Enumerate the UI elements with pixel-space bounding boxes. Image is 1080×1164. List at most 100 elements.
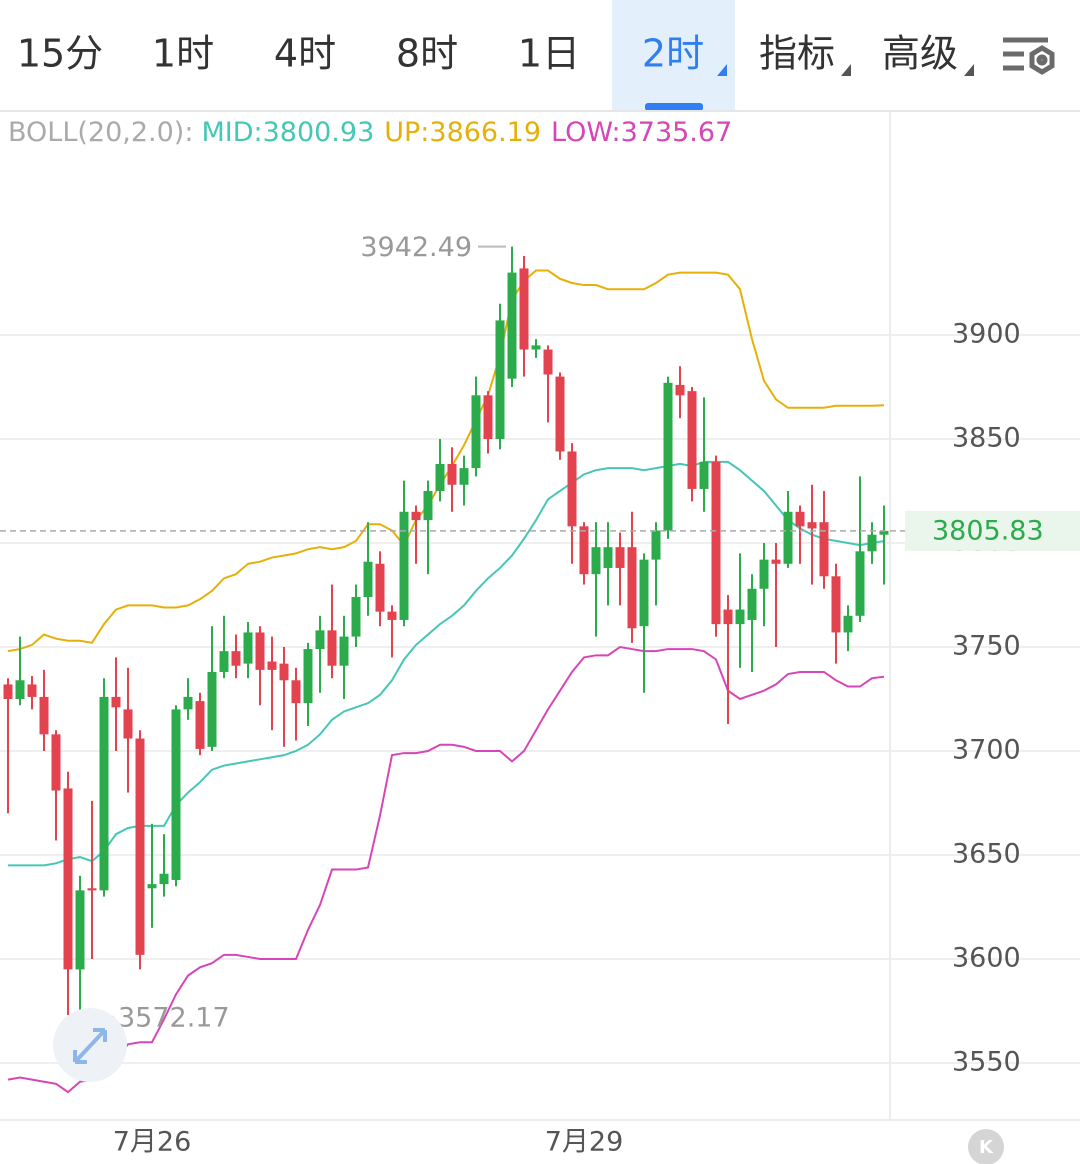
- max-label: 3942.49: [360, 232, 472, 263]
- tab[interactable]: 高级: [882, 32, 974, 77]
- candle-body: [879, 530, 889, 535]
- price-tag-bg: [905, 510, 1080, 551]
- candle-body: [747, 588, 757, 620]
- indicator-name: BOLL(20,2.0):: [8, 117, 193, 148]
- candle-body: [15, 680, 25, 699]
- y-tick-label: 3600: [952, 943, 1021, 974]
- candle-body: [135, 738, 145, 955]
- candle-body: [351, 597, 361, 637]
- candle-body: [267, 661, 277, 670]
- candle-body: [339, 636, 349, 666]
- candle-body: [483, 395, 493, 439]
- candle-body: [579, 526, 589, 575]
- candle-body: [183, 696, 193, 710]
- button-circle: [968, 1129, 1004, 1164]
- candle-body: [531, 345, 541, 350]
- bands: [7, 269, 885, 1094]
- candle-body: [147, 884, 157, 889]
- k-button[interactable]: K: [968, 1129, 1004, 1164]
- x-tick-label: 7月29: [545, 1127, 624, 1158]
- candle-body: [819, 522, 829, 577]
- candle-body: [111, 696, 121, 708]
- candle-body: [375, 563, 385, 612]
- icon-hex: [1029, 45, 1055, 75]
- tab[interactable]: 1时: [152, 32, 214, 76]
- candle-body: [171, 709, 181, 880]
- candle-body: [507, 272, 517, 379]
- tab-label: 1时: [152, 32, 214, 76]
- y-tick-label: 3650: [952, 838, 1021, 869]
- candle-body: [735, 609, 745, 625]
- candle-body: [555, 376, 565, 452]
- settings-icon[interactable]: [1003, 37, 1055, 75]
- candle-body: [219, 651, 229, 672]
- candle-body: [639, 559, 649, 627]
- candle-body: [495, 320, 505, 439]
- tab-active-bg: [612, 0, 735, 111]
- y-tick-label: 3900: [952, 318, 1021, 349]
- tab[interactable]: 1日: [518, 32, 580, 76]
- tab[interactable]: 2时: [612, 0, 735, 111]
- tab-label: 2时: [642, 32, 704, 76]
- candle-body: [627, 547, 637, 629]
- dropdown-caret: [717, 64, 727, 76]
- tab[interactable]: 指标: [759, 32, 851, 77]
- candle-body: [795, 511, 805, 527]
- candle-body: [771, 559, 781, 564]
- expand-button[interactable]: [53, 1008, 127, 1082]
- candle-body: [687, 391, 697, 489]
- candle-body: [567, 451, 577, 527]
- candle-body: [51, 734, 61, 791]
- candle-body: [75, 890, 85, 970]
- candle-body: [435, 463, 445, 491]
- tab-bar: 15分 1时 4时 8时 1日 2时 指标 高级: [17, 0, 974, 111]
- dropdown-caret: [841, 64, 851, 76]
- tab-label: 1日: [518, 32, 580, 76]
- tab[interactable]: 15分: [17, 32, 103, 76]
- candle-body: [711, 461, 721, 625]
- candle-body: [279, 663, 289, 681]
- tab-label: 高级: [882, 32, 958, 76]
- candle-body: [207, 671, 217, 747]
- candle-body: [723, 609, 733, 625]
- price-tag: 3805.83: [932, 515, 1044, 546]
- candle-body: [831, 576, 841, 633]
- tab[interactable]: 8时: [396, 32, 458, 76]
- tab[interactable]: 4时: [274, 32, 336, 76]
- candle-body: [99, 696, 109, 891]
- candle-body: [423, 490, 433, 521]
- candle-body: [867, 534, 877, 552]
- candle-body: [651, 530, 661, 560]
- legend-value: 3735.67: [621, 117, 733, 148]
- candle-body: [399, 511, 409, 620]
- tab-label: 8时: [396, 32, 458, 76]
- tab-indicator: [645, 103, 703, 111]
- band-line: [7, 645, 885, 1094]
- candle-body: [759, 559, 769, 589]
- band-line: [7, 269, 885, 653]
- candle-body: [87, 888, 97, 891]
- candle-body: [327, 630, 337, 666]
- candle-body: [243, 632, 253, 664]
- candle-body: [591, 547, 601, 575]
- indicator-legend: BOLL(20,2.0): MID:3800.93 UP:3866.19 LOW:37…: [8, 117, 732, 148]
- legend-name: LOW:: [551, 117, 621, 148]
- expand-arrows: [73, 1028, 107, 1064]
- candle-body: [363, 561, 373, 598]
- candle-body: [303, 649, 313, 704]
- candle-body: [159, 873, 169, 885]
- band-line: [8, 460, 885, 867]
- candle-body: [615, 547, 625, 568]
- candle-body: [195, 701, 205, 749]
- dropdown-caret: [964, 64, 974, 76]
- candle-body: [411, 511, 421, 521]
- grid: 355036003650370037503800385039007月267月29: [0, 318, 1080, 1158]
- candle-body: [603, 547, 613, 568]
- candle-body: [3, 684, 13, 699]
- legend-name: MID:: [201, 117, 262, 148]
- candle-body: [459, 468, 469, 485]
- k-label: K: [979, 1137, 994, 1158]
- candle-body: [783, 511, 793, 564]
